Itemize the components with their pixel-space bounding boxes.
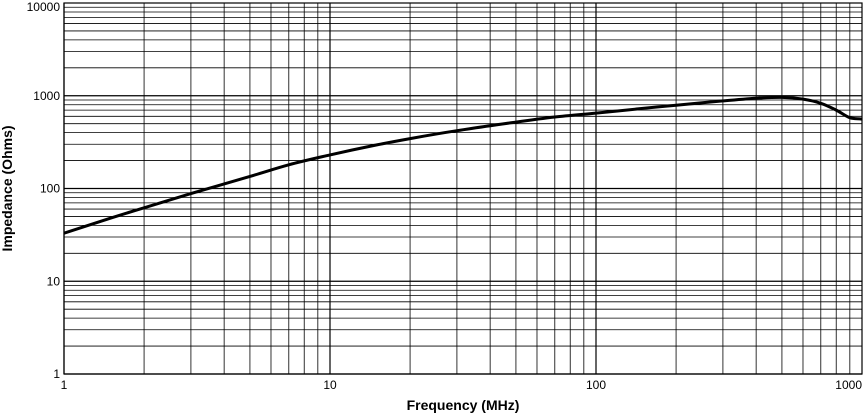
impedance-curve xyxy=(64,95,862,235)
y-tick-label: 100 xyxy=(40,182,60,196)
y-tick-label: 10000 xyxy=(27,0,61,14)
x-tick-label: 1 xyxy=(61,378,68,392)
y-tick-label: 1 xyxy=(53,367,60,381)
y-tick-label: 1000 xyxy=(33,89,60,103)
y-axis-title: Impedance (Ohms) xyxy=(0,125,15,251)
x-tick-label: 1000 xyxy=(835,378,862,392)
y-tick-labels: 1 10 100 1000 10000 xyxy=(27,0,61,381)
x-tick-labels: 1 10 100 1000 xyxy=(61,378,863,392)
plot-frame xyxy=(63,2,863,375)
x-tick-label: 100 xyxy=(586,378,606,392)
x-axis-title: Frequency (MHz) xyxy=(407,397,520,413)
y-tick-label: 10 xyxy=(47,274,61,288)
x-tick-label: 10 xyxy=(323,378,337,392)
